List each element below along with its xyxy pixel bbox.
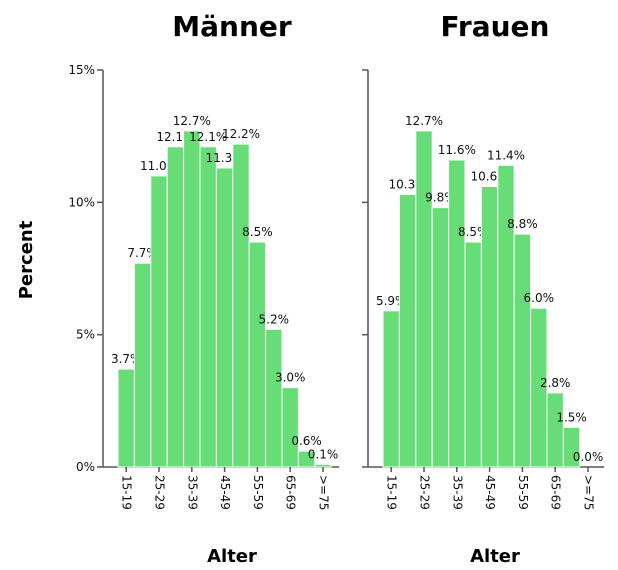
data-label: 11.4% [487,148,525,162]
data-label: 7.7% [127,246,158,260]
bar [232,143,250,468]
data-label: 11.6% [438,143,476,157]
bar [530,307,548,468]
data-label: 12.1% [189,130,227,144]
bar [314,463,332,468]
bar [448,159,466,468]
data-label: 1.5% [556,410,587,424]
panel-title: Männer [172,10,292,43]
x-tick-label: 35-39 [450,475,464,510]
bar [199,146,217,468]
y-tick-label: 10% [68,195,95,209]
bar [431,207,450,468]
data-label: 0.6% [291,434,322,448]
data-label: 2.8% [540,376,571,390]
panel-1: Frauen5.9%10.3%12.7%9.8%11.6%8.5%10.6%11… [362,10,605,567]
x-tick-label: 35-39 [185,475,199,510]
x-tick-label: 45-49 [483,475,497,510]
bar [133,262,152,468]
x-tick-label: 15-19 [120,475,134,510]
x-axis-title: Alter [207,546,257,567]
data-label: 12.7% [405,114,443,128]
x-tick-label: 25-29 [418,475,432,510]
data-label: 12.2% [222,127,260,141]
bar [398,193,417,468]
x-axis-title: Alter [470,546,520,567]
data-label: 5.9% [376,294,407,308]
bar [562,426,581,468]
x-tick-label: 55-59 [516,475,530,510]
panel-title: Frauen [441,10,550,43]
data-label: 6.0% [524,291,555,305]
data-label: 9.8% [425,191,456,205]
bar [546,392,564,468]
x-tick-label: 25-29 [153,475,167,510]
bar [464,241,482,468]
data-label: 0.1% [308,447,339,461]
y-tick-label: 0% [76,460,95,474]
y-tick-label: 15% [68,63,95,77]
bar [297,450,316,468]
bar [415,130,433,468]
data-label: 3.0% [275,371,306,385]
data-label: 0.0% [573,450,604,464]
bar [265,328,283,468]
x-tick-label: 65-69 [549,475,563,510]
x-tick-label: 15-19 [385,475,399,510]
x-tick-label: 65-69 [284,475,298,510]
x-tick-label: >=75 [317,475,331,510]
bar [382,310,400,468]
x-tick-label: 55-59 [251,475,265,510]
bar [215,167,234,468]
bar [281,387,299,468]
data-label: 8.5% [242,225,273,239]
bar [497,164,515,468]
x-tick-label: 45-49 [218,475,232,510]
x-tick-label: >=75 [582,475,596,510]
panels: Männer0%5%10%15%3.7%7.7%11.0%12.1%12.7%1… [68,10,605,567]
data-label: 8.5% [458,225,489,239]
data-label: 12.7% [173,114,211,128]
bar [480,185,499,468]
bar [166,146,185,468]
data-label: 5.2% [259,312,290,326]
y-tick-label: 5% [76,328,95,342]
bar [183,130,201,468]
data-label: 3.7% [111,352,142,366]
data-label: 8.8% [507,217,538,231]
bar [248,241,267,468]
bar [117,368,135,468]
y-axis-title: Percent [16,220,37,299]
panel-0: Männer0%5%10%15%3.7%7.7%11.0%12.1%12.7%1… [68,10,340,567]
bar [513,233,532,468]
bar [150,175,168,468]
